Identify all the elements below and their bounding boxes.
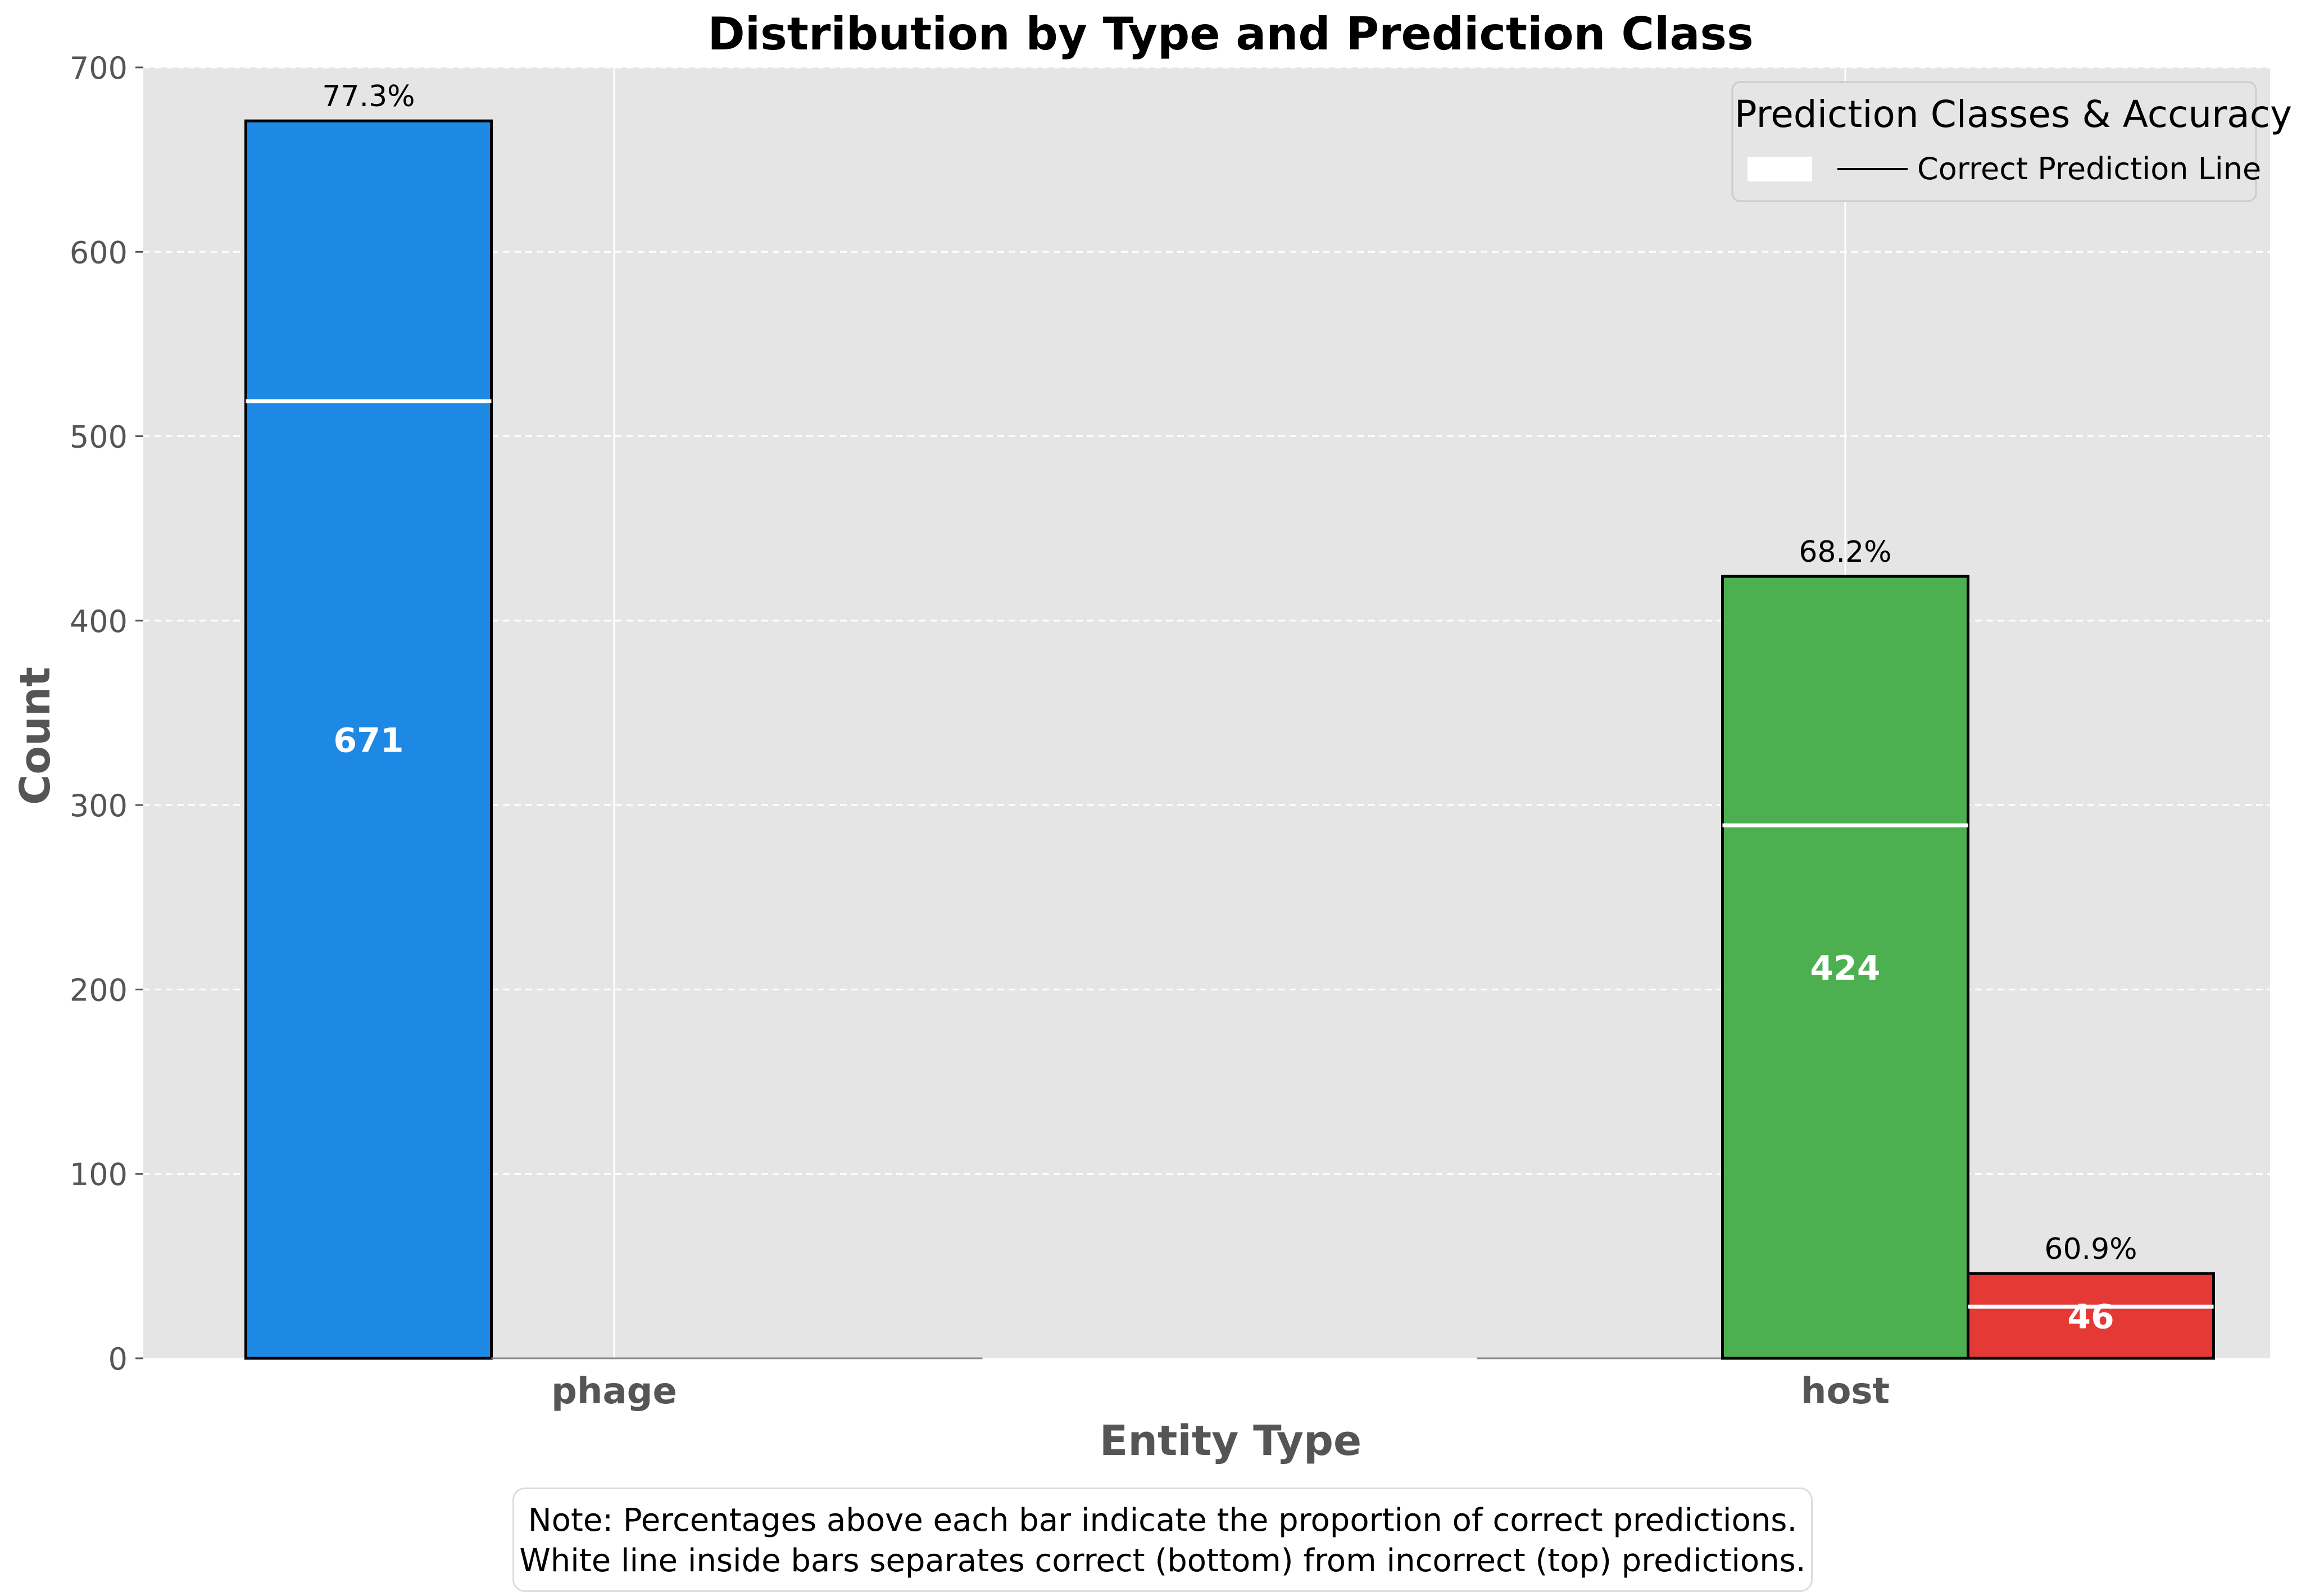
y-axis-label: Count — [11, 667, 60, 805]
chart-title: Distribution by Type and Prediction Clas… — [707, 8, 1753, 60]
y-tick-label: 0 — [108, 1341, 128, 1377]
bar-host — [1967, 1272, 2215, 1360]
note-line-1: Note: Percentages above each bar indicat… — [528, 1502, 1798, 1539]
y-tick-label: 300 — [70, 788, 128, 824]
y-tick-label: 400 — [70, 604, 128, 639]
x-tick-label: host — [1801, 1371, 1890, 1412]
accuracy-label: 77.3% — [322, 80, 415, 113]
count-label: 671 — [333, 721, 403, 761]
x-axis: phage host — [551, 1371, 1890, 1412]
y-tick-label: 600 — [70, 235, 128, 270]
x-axis-label: Entity Type — [1100, 1417, 1361, 1465]
bar-phage — [244, 119, 493, 1360]
y-tick-label: 200 — [70, 972, 128, 1008]
legend-title: Prediction Classes & Accuracy — [1735, 93, 2292, 136]
count-label: 46 — [2067, 1297, 2114, 1336]
grid — [143, 66, 2270, 1358]
y-tick-label: 500 — [70, 420, 128, 455]
legend: Prediction Classes & Accuracy Correct Pr… — [1731, 81, 2292, 202]
legend-box — [1731, 81, 2257, 202]
note-box: Note: Percentages above each bar indicat… — [512, 1488, 1813, 1592]
count-label: 424 — [1810, 949, 1880, 988]
y-tick-label: 100 — [70, 1157, 128, 1193]
accuracy-label: 60.9% — [2044, 1232, 2137, 1266]
x-tick-label: phage — [551, 1371, 677, 1412]
legend-entry-correct-line: Correct Prediction Line — [1917, 151, 2261, 187]
y-axis: 0 100 200 300 400 500 600 700 — [70, 51, 143, 1377]
legend-swatch — [1747, 157, 1812, 181]
note-line-2: White line inside bars separates correct… — [519, 1543, 1806, 1579]
accuracy-label: 68.2% — [1799, 535, 1891, 569]
bars: 671 77.3% 424 68.2% 46 60.9% — [244, 80, 2215, 1360]
bar-host — [1721, 575, 1969, 1360]
y-tick-label: 700 — [70, 51, 128, 86]
